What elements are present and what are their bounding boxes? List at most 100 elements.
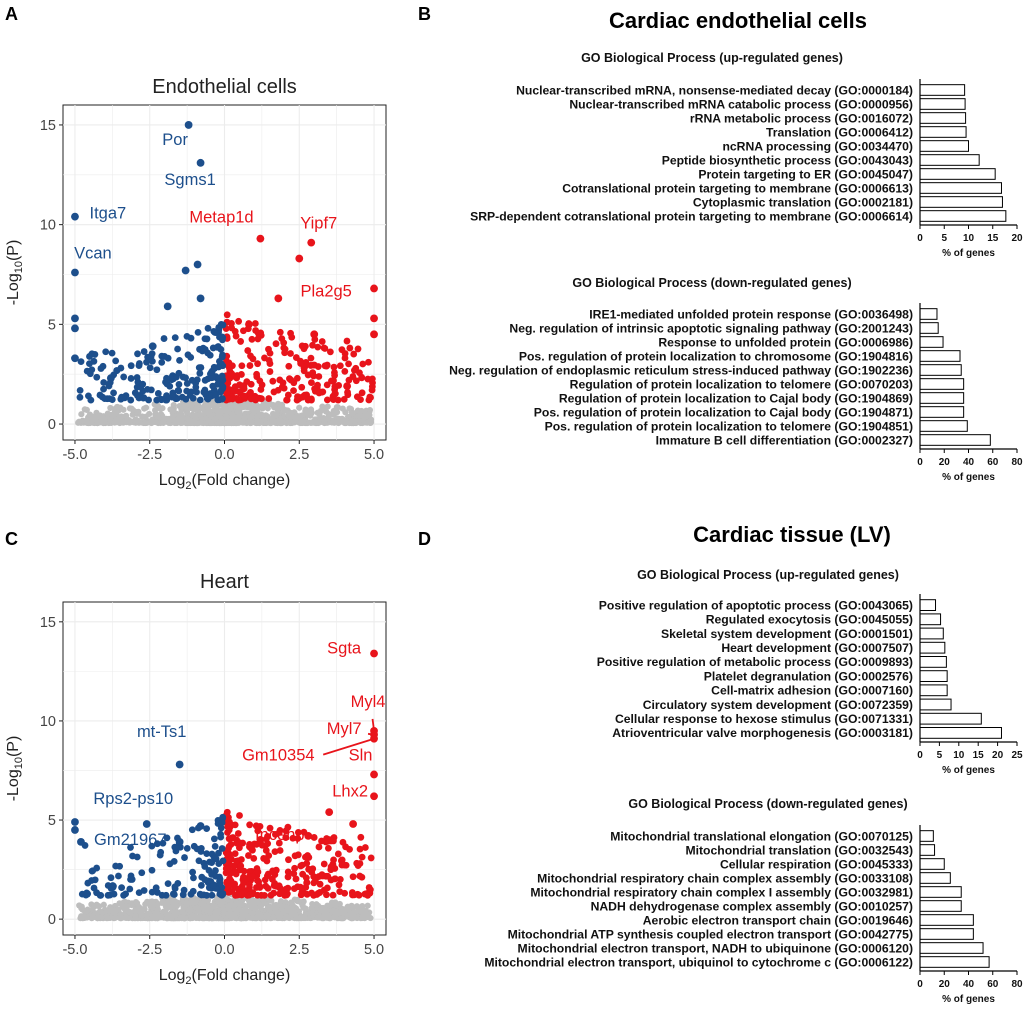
bar: [919, 727, 1002, 739]
y-axis-label: -Log10(P): [5, 240, 25, 306]
bar: [919, 336, 944, 348]
bar-category-label: Pos. regulation of protein localization …: [534, 405, 913, 419]
data-point-up: [309, 361, 317, 369]
data-point-up: [233, 372, 241, 379]
bar-category-label: Regulation of protein localization to te…: [570, 377, 913, 391]
data-point-highlight: [274, 294, 283, 303]
data-point-ns: [202, 914, 209, 921]
data-point-highlight: [370, 770, 378, 779]
gene-label: Itga7: [90, 205, 127, 223]
gene-label: mt-Ts1: [137, 723, 187, 741]
data-point-ns: [125, 908, 132, 915]
bar-category-label: Positive regulation of metabolic process…: [597, 655, 913, 669]
x-tick-label: 0: [917, 457, 923, 468]
gene-label: Sgms1: [164, 171, 215, 189]
x-tick-label: 2.5: [289, 942, 309, 958]
bar: [919, 434, 991, 446]
data-point-ns: [276, 914, 283, 921]
data-point-highlight: [71, 826, 79, 834]
data-point-up: [362, 890, 370, 898]
data-point-up: [275, 839, 283, 847]
data-point-down: [188, 376, 196, 384]
bar: [919, 886, 962, 898]
data-point-up: [320, 860, 328, 868]
data-point-down: [148, 842, 156, 850]
data-point-down: [83, 367, 91, 375]
data-point-up: [310, 834, 318, 841]
data-point-ns: [123, 412, 130, 419]
data-point-down: [88, 350, 96, 358]
bar: [919, 900, 962, 912]
data-point-ns: [334, 404, 341, 411]
bar-category-label: Cellular respiration (GO:0045333): [720, 857, 913, 871]
data-point-ns: [233, 908, 240, 916]
panel-label-a: A: [5, 4, 18, 24]
data-point-up: [289, 834, 297, 842]
data-point-up: [329, 891, 337, 899]
data-point-up: [329, 860, 337, 868]
data-point-ns: [224, 896, 231, 903]
data-point-down: [189, 887, 197, 895]
bar-category-label: Circulatory system development (GO:00723…: [643, 698, 913, 712]
x-tick-label: 5.0: [364, 942, 384, 958]
data-point-ns: [351, 417, 358, 425]
data-point-down: [154, 390, 162, 397]
data-point-up: [285, 856, 292, 864]
data-point-down: [189, 868, 197, 876]
data-point-up: [262, 882, 270, 890]
x-tick-label: -2.5: [137, 447, 162, 463]
data-point-ns: [365, 913, 372, 920]
data-point-down: [203, 850, 211, 858]
data-point-down: [160, 335, 168, 342]
data-point-up: [338, 856, 346, 864]
data-point-down: [102, 348, 110, 356]
bar: [919, 140, 969, 152]
data-point-down: [134, 350, 141, 358]
data-point-up: [308, 379, 315, 387]
data-point-down: [196, 369, 204, 377]
data-point-up: [346, 845, 353, 853]
data-point-down: [194, 328, 202, 336]
data-point-ns: [154, 901, 161, 908]
bar-category-label: Neg. regulation of endoplasmic reticulum…: [449, 363, 913, 377]
data-point-up: [327, 837, 335, 845]
data-point-down: [187, 334, 195, 342]
bar-category-label: Mitochondrial translation (GO:0032543): [685, 843, 913, 857]
data-point-highlight: [370, 649, 378, 658]
data-point-down: [208, 373, 216, 381]
data-point-ns: [265, 904, 272, 911]
data-point-highlight: [71, 268, 79, 277]
data-point-up: [324, 872, 332, 880]
data-point-ns: [95, 903, 103, 910]
data-point-down: [110, 882, 117, 890]
data-point-up: [292, 354, 300, 361]
data-point-ns: [317, 906, 324, 913]
bar: [919, 641, 946, 654]
data-point-up: [225, 826, 233, 834]
bar: [919, 378, 965, 390]
data-point-up: [265, 852, 273, 860]
bar-category-label: Aerobic electron transport chain (GO:001…: [643, 913, 913, 927]
data-point-up: [331, 369, 338, 376]
data-point-up: [307, 354, 315, 362]
data-point-down: [178, 393, 186, 401]
data-point-ns: [89, 417, 96, 424]
bar-category-label: Mitochondrial electron transport, NADH t…: [518, 941, 913, 955]
data-point-highlight: [175, 837, 184, 846]
volcano-chart-c: Heart Sgta Myl4 Myl7 Gm10354 Sln Lhx2 Incenp mt-…: [5, 571, 387, 987]
data-point-up: [282, 834, 290, 841]
data-point-ns: [184, 415, 192, 423]
data-point-down: [168, 393, 176, 401]
leader-line: [367, 732, 375, 736]
data-point-highlight: [148, 342, 157, 351]
data-point-ns: [289, 901, 296, 909]
data-point-ns: [135, 408, 142, 415]
data-point-down: [203, 825, 211, 833]
data-point-down: [198, 891, 205, 899]
data-point-ns: [168, 915, 175, 922]
x-tick-label: 20: [939, 979, 951, 990]
data-point-ns: [152, 407, 159, 414]
data-point-ns: [81, 406, 88, 413]
data-point-down: [211, 328, 219, 336]
bar-category-label: Positive regulation of apoptotic process…: [599, 598, 913, 612]
